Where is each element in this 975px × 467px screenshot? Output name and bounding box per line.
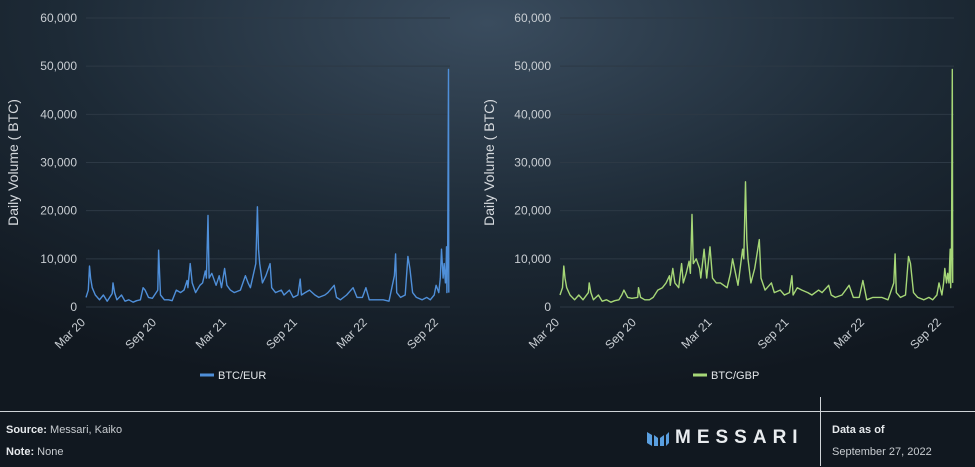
y-tick-label: 0 [70,300,77,314]
btc-gbp-chart: 0 10,000 20,000 30,000 40,000 50,000 60,000 Mar… [481,11,954,382]
y-tick-label: 30,000 [514,156,551,170]
y-tick-label: 50,000 [514,59,551,73]
x-tick-label: Mar 21 [678,315,715,352]
source-value: Messari, Kaiko [50,424,123,436]
y-tick-label: 0 [544,300,551,314]
x-tick-label: Mar 20 [526,315,563,352]
note-label: Note: [6,446,35,458]
y-tick-label: 60,000 [514,11,551,25]
messari-logo: MESSARI [647,427,804,448]
y-tick-label: 50,000 [40,59,77,73]
x-tick-label: Mar 22 [831,315,868,352]
data-as-of-date: September 27, 2022 [832,446,932,458]
y-tick-label: 60,000 [40,11,77,25]
y-tick-label: 10,000 [40,252,77,266]
x-tick-label: Sep 22 [907,315,944,352]
x-tick-label: Sep 21 [755,315,792,352]
x-tick-label: Sep 20 [602,315,639,352]
legend-label: BTC/EUR [218,370,266,382]
y-tick-label: 40,000 [40,107,77,121]
footer: Source: Messari, Kaiko Note: None [0,411,975,467]
footer-divider [820,397,821,466]
legend-label: BTC/GBP [711,370,759,382]
y-tick-label: 30,000 [40,156,77,170]
y-tick-label: 20,000 [40,204,77,218]
messari-mark-icon [647,432,669,446]
note-line: Note: None [6,446,63,458]
data-as-of-label: Data as of [832,424,885,436]
series-line-btc-gbp [559,68,954,303]
y-tick-label: 40,000 [514,107,551,121]
brand-name: MESSARI [675,427,804,448]
note-value: None [37,446,64,458]
y-tick-label: 10,000 [514,252,551,266]
y-axis-label: Daily Volume ( BTC) [481,99,497,226]
btc-eur-chart: 010,00020,00030,00040,00050,00060,000Mar… [5,11,450,382]
source-label: Source: [6,424,47,436]
source-line: Source: Messari, Kaiko [6,424,122,436]
y-axis-label: Daily Volume ( BTC) [5,99,21,226]
series-line-btc-eur [85,68,450,303]
y-tick-label: 20,000 [514,204,551,218]
